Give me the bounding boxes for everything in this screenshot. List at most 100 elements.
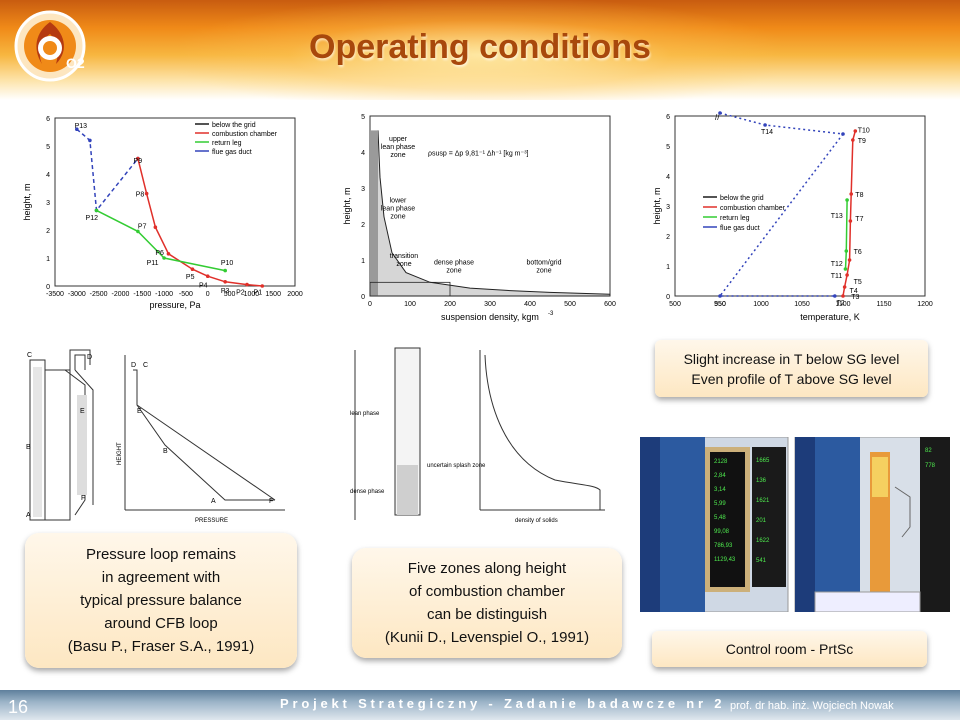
label-e: E bbox=[80, 408, 85, 415]
wall-region bbox=[370, 130, 378, 296]
ctrl-val-8: 1129,43 bbox=[714, 557, 736, 563]
point-label: T7 bbox=[855, 216, 863, 223]
y-axis-label: height, m bbox=[342, 187, 352, 224]
legend-label: flue gas duct bbox=[720, 225, 760, 232]
legend-label: combustion chamber bbox=[720, 205, 786, 212]
label-c: C bbox=[27, 352, 32, 359]
zone-label-line: zone bbox=[396, 261, 411, 268]
zone-label: upper lean phase zone bbox=[381, 136, 415, 159]
point-label: T6 bbox=[854, 249, 862, 256]
legend-label: flue gas duct bbox=[212, 149, 252, 156]
data-point bbox=[833, 294, 837, 298]
series-line bbox=[844, 199, 848, 270]
x-tick-label: -500 bbox=[179, 291, 193, 298]
point-label: P10 bbox=[221, 260, 234, 267]
page-title: Operating conditions bbox=[309, 28, 651, 66]
schematic-ylabel: HEIGHT bbox=[117, 442, 123, 465]
lean-phase-label: lean phase bbox=[350, 411, 380, 417]
ctrl-val-r1: 778 bbox=[925, 463, 936, 469]
point-label: T8 bbox=[855, 192, 863, 199]
pressure-chart: -3500 -3000 -2500 -2000 -1500 -1000 -500 0 500 10… bbox=[22, 116, 303, 310]
density-profile: density of solids bbox=[479, 350, 605, 524]
data-point bbox=[844, 249, 849, 253]
temperature-note: Slight increase in T below SG level Even… bbox=[655, 340, 928, 397]
data-point bbox=[763, 123, 767, 127]
x-tick-label: 550 bbox=[714, 301, 726, 308]
curve-label-f: F bbox=[269, 498, 273, 505]
ctrl-val-1: 2128 bbox=[714, 459, 728, 465]
zone-label-line: zone bbox=[446, 267, 461, 274]
x-tick-label: 1000 bbox=[244, 291, 260, 298]
x-tick-label: 1150 bbox=[876, 301, 891, 308]
pressure-schematic: C D E B F A D C E B A F HEIGHT PRESSURE bbox=[26, 349, 285, 524]
data-point bbox=[144, 191, 149, 196]
density-chart-plot: 0 100 200 300 400 500 600 0 1 2 3 4 5 suspension dens… bbox=[342, 114, 616, 322]
curve-label-e: E bbox=[137, 408, 142, 415]
zone-label-line: dense phase bbox=[434, 259, 474, 266]
y-tick-label: 6 bbox=[46, 116, 50, 123]
point-label: P7 bbox=[138, 224, 147, 231]
zones-note-line: of combustion chamber bbox=[409, 583, 565, 600]
x-axis-label-exponent: -3 bbox=[548, 311, 554, 317]
data-point bbox=[205, 274, 210, 278]
zone-box bbox=[369, 281, 451, 297]
point-label: T13 bbox=[831, 213, 843, 220]
data-point bbox=[718, 111, 722, 115]
label-b: B bbox=[26, 444, 31, 451]
data-point bbox=[851, 138, 855, 142]
ctrl-val-3: 3,14 bbox=[714, 487, 726, 493]
x-tick-label: 1200 bbox=[917, 301, 933, 308]
temperature-note-line: Even profile of T above SG level bbox=[691, 370, 892, 387]
x-tick-label: 500 bbox=[669, 301, 681, 308]
data-point bbox=[88, 138, 92, 143]
riser-diagram: lean phase uncertain splash zone dense p… bbox=[350, 347, 486, 520]
point-label: P12 bbox=[86, 215, 99, 222]
plot-frame bbox=[674, 115, 926, 297]
ctrl-val-14: 541 bbox=[756, 558, 767, 564]
x-tick-label: 1100 bbox=[835, 301, 850, 308]
plot-frame bbox=[54, 117, 296, 287]
zone-label-line: transition bbox=[390, 253, 419, 260]
zone-label-line: zone bbox=[390, 213, 405, 220]
y-tick-label: 1 bbox=[361, 258, 365, 265]
y-tick-label: 1 bbox=[46, 256, 50, 263]
data-point bbox=[847, 258, 852, 262]
x-tick-label: -1500 bbox=[133, 291, 151, 298]
point-label: P1 bbox=[254, 289, 263, 296]
zone-label-line: upper bbox=[389, 136, 408, 143]
zone-label-line: bottom/grid bbox=[526, 259, 561, 266]
ctrl-val-11: 1621 bbox=[756, 498, 770, 504]
series-line bbox=[842, 130, 857, 297]
data-point bbox=[75, 127, 79, 131]
point-label: P4 bbox=[199, 282, 208, 289]
data-point bbox=[845, 198, 849, 202]
data-point bbox=[223, 280, 227, 284]
y-tick-label: 3 bbox=[666, 204, 670, 211]
temperature-note-line: Slight increase in T below SG level bbox=[683, 350, 900, 367]
point-label: T5 bbox=[854, 279, 862, 286]
label-d: D bbox=[87, 354, 92, 361]
data-point bbox=[849, 192, 853, 196]
ctrl-val-12: 201 bbox=[756, 518, 767, 524]
y-tick-label: 4 bbox=[46, 172, 50, 179]
point-label: P11 bbox=[147, 260, 159, 267]
point-label: T3 bbox=[851, 294, 859, 301]
y-tick-label: 0 bbox=[666, 294, 670, 301]
ctrl-val-4: 5,99 bbox=[714, 501, 726, 507]
ctrl-val-5: 5,48 bbox=[714, 515, 726, 521]
pressure-note-line: around CFB loop bbox=[104, 615, 218, 632]
legend-label: below the grid bbox=[720, 195, 764, 202]
control-room-note: Control room - PrtSc bbox=[652, 631, 927, 667]
label-f: F bbox=[81, 495, 85, 502]
y-tick-label: 6 bbox=[666, 114, 670, 121]
y-tick-label: 2 bbox=[361, 222, 365, 229]
y-tick-label: 5 bbox=[361, 114, 365, 121]
y-axis-label: height, m bbox=[22, 183, 32, 220]
data-point bbox=[842, 285, 847, 289]
y-tick-label: 5 bbox=[46, 144, 50, 151]
data-point bbox=[845, 273, 849, 277]
y-tick-label: 1 bbox=[666, 264, 670, 271]
pressure-note-line: (Basu P., Fraser S.A., 1991) bbox=[67, 638, 255, 655]
splash-zone-label: uncertain splash zone bbox=[427, 463, 486, 469]
